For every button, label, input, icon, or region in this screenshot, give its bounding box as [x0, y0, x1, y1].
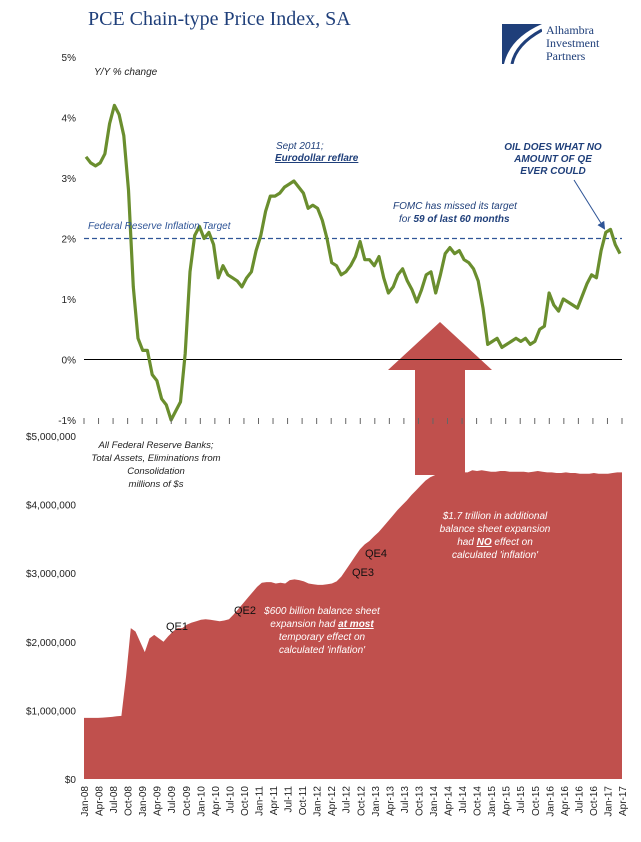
- note17-line3: had NO effect on: [457, 537, 533, 548]
- qe2-label: QE2: [234, 605, 256, 617]
- logo-mark-icon: [502, 24, 542, 64]
- bottom-y-tick-label: $0: [65, 775, 77, 786]
- x-tick-label: Apr-15: [502, 786, 513, 816]
- oil-line3: EVER COULD: [520, 166, 586, 177]
- x-tick-label: Apr-09: [153, 786, 164, 816]
- top-y-tick-label: 0%: [62, 356, 77, 367]
- note600-line1: $600 billion balance sheet: [263, 606, 381, 617]
- qe3-label: QE3: [352, 567, 374, 579]
- x-tick-label: Jan-09: [138, 786, 149, 817]
- x-tick-label: Oct-13: [414, 786, 425, 816]
- company-logo: Alhambra Investment Partners: [502, 24, 632, 68]
- x-tick-label: Oct-12: [356, 786, 367, 816]
- fomc-line1: FOMC has missed its target: [393, 201, 518, 212]
- qe1-label: QE1: [166, 621, 188, 633]
- x-tick-label: Jul-12: [342, 786, 353, 814]
- x-tick-label: Oct-16: [589, 786, 600, 816]
- qe4-label: QE4: [365, 548, 387, 560]
- x-tick-label: Oct-10: [240, 786, 251, 816]
- big-up-arrow: [388, 322, 492, 475]
- x-tick-label: Jul-16: [574, 786, 585, 814]
- x-tick-label: Jul-14: [458, 786, 469, 814]
- x-tick-label: Apr-16: [560, 786, 571, 816]
- logo-text-line1: Alhambra: [546, 23, 594, 37]
- x-tick-label: Apr-17: [618, 786, 629, 816]
- oil-line2: AMOUNT OF QE: [513, 154, 592, 165]
- top-y-tick-label: 4%: [62, 114, 77, 125]
- x-tick-label: Jan-15: [487, 786, 498, 817]
- x-tick-label: Jul-15: [516, 786, 527, 814]
- bottom-y-tick-label: $4,000,000: [26, 501, 76, 512]
- x-tick-label: Jan-10: [196, 786, 207, 817]
- oil-arrow: [573, 179, 606, 230]
- pce-line-chart: -1% 0% 1% 2% 3% 4% 5%: [58, 53, 622, 427]
- x-tick-label: Apr-14: [444, 786, 455, 816]
- logo-text-line2: Investment: [546, 36, 600, 50]
- x-tick-label: Oct-14: [473, 786, 484, 816]
- bottom-y-tick-label: $3,000,000: [26, 569, 76, 580]
- note17-line4: calculated 'inflation': [452, 550, 539, 561]
- x-tick-label: Jan-11: [254, 786, 265, 816]
- note600-line4: calculated 'inflation': [279, 645, 366, 656]
- pce-series-line: [84, 103, 622, 422]
- x-tick-label: Jan-13: [371, 786, 382, 817]
- bottom-y-tick-label: $2,000,000: [26, 638, 76, 649]
- top-y-axis: -1% 0% 1% 2% 3% 4% 5%: [58, 53, 76, 427]
- source-line2: Total Assets, Eliminations from: [91, 453, 220, 464]
- x-tick-label: Apr-08: [95, 786, 106, 816]
- target-label: Federal Reserve Inflation Target: [88, 221, 232, 232]
- x-tick-label: Jan-17: [603, 786, 614, 817]
- source-line3: Consolidation: [127, 466, 185, 477]
- note600-line2: expansion had at most: [270, 619, 374, 630]
- x-tick-label: Jul-08: [109, 786, 120, 814]
- x-axis: Jan-08 Apr-08 Jul-08 Oct-08 Jan-09 Apr-09 Jul-…: [80, 418, 629, 817]
- source-line1: All Federal Reserve Banks;: [97, 440, 213, 451]
- balance-sheet-chart: $0 $1,000,000 $2,000,000 $3,000,000 $4,000,0…: [26, 432, 622, 786]
- bottom-y-tick-label: $5,000,000: [26, 432, 76, 443]
- top-y-tick-label: 1%: [62, 295, 77, 306]
- sept2011-line1: Sept 2011;: [276, 141, 324, 152]
- x-tick-label: Apr-12: [327, 786, 338, 816]
- top-y-tick-label: 2%: [62, 235, 77, 246]
- x-tick-label: Oct-08: [124, 786, 135, 816]
- chart-title: PCE Chain-type Price Index, SA: [88, 8, 351, 30]
- top-y-tick-label: -1%: [58, 416, 76, 427]
- fomc-line2: for 59 of last 60 months: [399, 214, 510, 225]
- oil-line1: OIL DOES WHAT NO: [504, 142, 602, 153]
- x-tick-label: Oct-09: [182, 786, 193, 816]
- x-tick-label: Apr-13: [385, 786, 396, 816]
- x-tick-label: Oct-15: [531, 786, 542, 816]
- x-tick-label: Jul-13: [400, 786, 411, 814]
- bottom-y-tick-label: $1,000,000: [26, 706, 76, 717]
- x-tick-label: Jan-08: [80, 786, 91, 817]
- x-tick-label: Jan-12: [313, 786, 324, 817]
- sept2011-line2: Eurodollar reflare: [275, 153, 359, 164]
- note17-line2: balance sheet expansion: [440, 524, 551, 535]
- bottom-y-axis: $0 $1,000,000 $2,000,000 $3,000,000 $4,000,0…: [26, 432, 76, 786]
- balance-sheet-area: [84, 470, 622, 779]
- top-y-tick-label: 5%: [62, 53, 77, 64]
- note17-line1: $1.7 trillion in additional: [442, 511, 548, 522]
- note600-line3: temporary effect on: [279, 632, 366, 643]
- source-line4: millions of $s: [129, 479, 184, 490]
- logo-text-line3: Partners: [546, 49, 586, 63]
- top-y-tick-label: 3%: [62, 174, 77, 185]
- x-tick-label: Apr-11: [269, 786, 280, 816]
- x-tick-label: Oct-11: [298, 786, 309, 816]
- x-tick-label: Jan-16: [545, 786, 556, 817]
- top-ylabel: Y/Y % change: [94, 67, 158, 78]
- x-tick-label: Jul-11: [284, 786, 295, 813]
- x-tick-label: Jan-14: [429, 786, 440, 817]
- x-tick-label: Apr-10: [211, 786, 222, 816]
- x-tick-label: Jul-09: [167, 786, 178, 814]
- x-tick-label: Jul-10: [225, 786, 236, 814]
